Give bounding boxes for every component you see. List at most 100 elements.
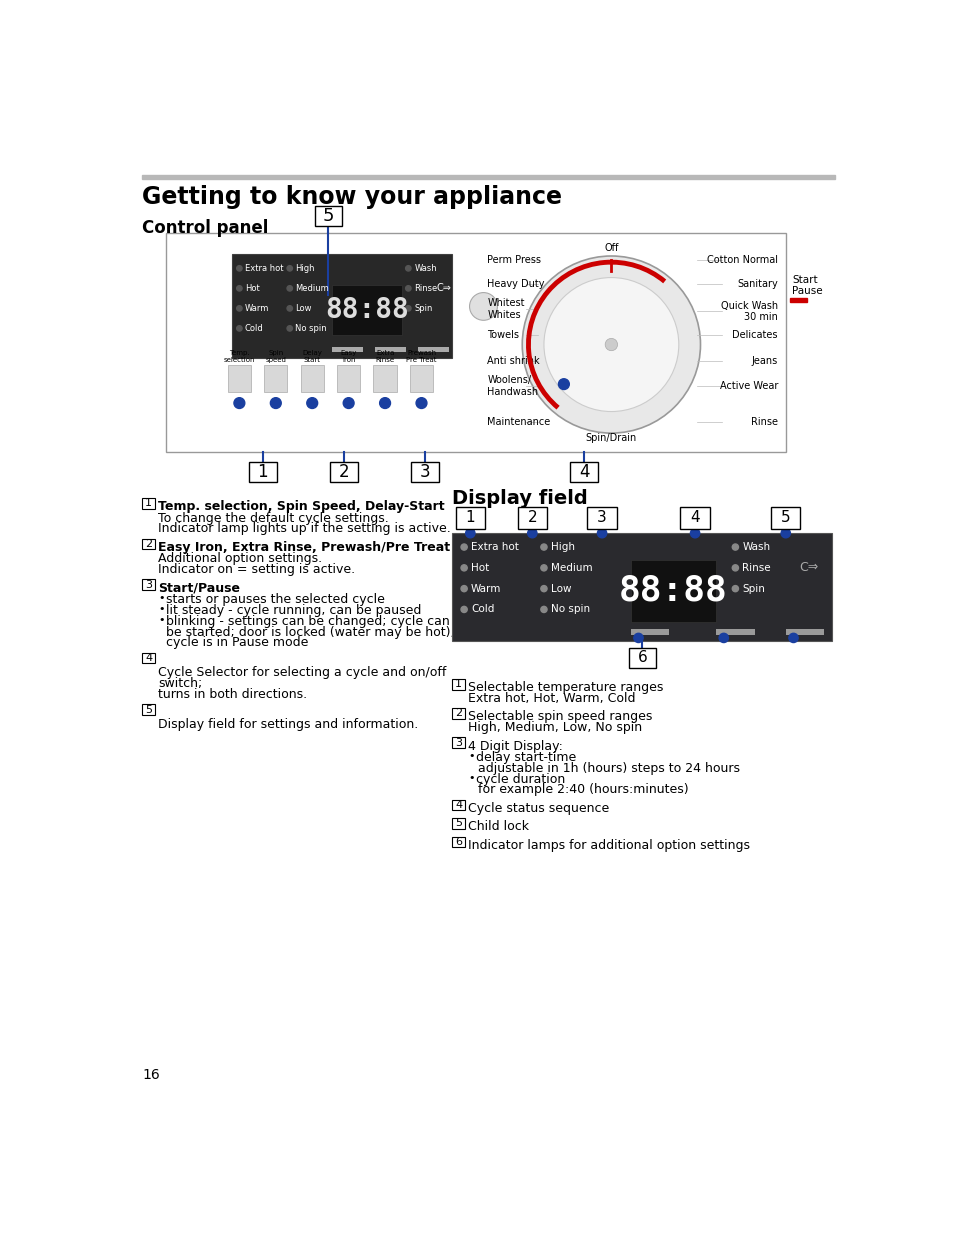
Circle shape: [597, 529, 606, 537]
Text: Indicator lamp lights up if the setting is active.: Indicator lamp lights up if the setting …: [158, 522, 450, 536]
Text: 88:88: 88:88: [618, 574, 727, 608]
Circle shape: [233, 398, 245, 409]
Circle shape: [521, 256, 700, 433]
Text: C⇒: C⇒: [436, 283, 452, 294]
Text: Indicator on = setting is active.: Indicator on = setting is active.: [158, 563, 355, 577]
Text: Heavy Duty: Heavy Duty: [487, 279, 544, 289]
Text: High, Medium, Low, No spin: High, Medium, Low, No spin: [468, 721, 641, 734]
Text: Temp. selection, Spin Speed, Delay-Start: Temp. selection, Spin Speed, Delay-Start: [158, 500, 444, 513]
Text: High: High: [294, 264, 314, 273]
Text: Cycle Selector for selecting a cycle and on/off: Cycle Selector for selecting a cycle and…: [158, 667, 446, 679]
Circle shape: [732, 564, 738, 571]
Text: Delicates: Delicates: [732, 330, 778, 341]
Circle shape: [460, 564, 467, 571]
Text: Extra hot, Hot, Warm, Cold: Extra hot, Hot, Warm, Cold: [468, 692, 635, 705]
Bar: [785, 629, 823, 635]
Bar: [452, 799, 464, 810]
Text: Display field for settings and information.: Display field for settings and informati…: [158, 718, 417, 731]
Text: Low: Low: [294, 304, 312, 312]
Bar: [452, 679, 464, 689]
Circle shape: [690, 529, 699, 537]
Text: Rinse: Rinse: [741, 563, 770, 573]
Bar: [452, 708, 464, 719]
Circle shape: [558, 379, 569, 389]
Circle shape: [460, 543, 467, 550]
Bar: [517, 508, 546, 529]
Text: Selectable spin speed ranges: Selectable spin speed ranges: [468, 710, 652, 724]
Bar: [142, 498, 154, 509]
Bar: [452, 737, 464, 748]
Circle shape: [307, 398, 317, 409]
Bar: [452, 818, 464, 829]
Text: •: •: [468, 751, 474, 761]
Bar: [166, 233, 785, 452]
Text: C⇒: C⇒: [799, 562, 818, 574]
Text: for example 2:40 (hours:minutes): for example 2:40 (hours:minutes): [477, 783, 688, 797]
Text: Medium: Medium: [294, 284, 329, 293]
Text: Indicator lamps for additional option settings: Indicator lamps for additional option se…: [468, 839, 749, 852]
Bar: [373, 364, 396, 391]
Text: Jeans: Jeans: [751, 357, 778, 367]
Text: •: •: [468, 773, 474, 783]
Text: Active Wear: Active Wear: [719, 382, 778, 391]
Text: Off: Off: [603, 243, 618, 253]
Circle shape: [719, 634, 728, 642]
Text: 88:88: 88:88: [325, 296, 409, 325]
Circle shape: [465, 529, 475, 537]
Text: starts or pauses the selected cycle: starts or pauses the selected cycle: [166, 593, 384, 606]
Text: Hot: Hot: [471, 563, 489, 573]
Circle shape: [236, 285, 242, 291]
Text: Perm Press: Perm Press: [487, 254, 540, 264]
Bar: [770, 508, 800, 529]
Text: Warm: Warm: [471, 584, 501, 594]
Bar: [790, 299, 806, 303]
Text: Whitest
Whites: Whitest Whites: [487, 299, 524, 320]
Circle shape: [287, 306, 293, 311]
Text: 4: 4: [455, 800, 462, 810]
Circle shape: [405, 285, 411, 291]
Circle shape: [379, 398, 390, 409]
Bar: [630, 629, 669, 635]
Text: turns in both directions.: turns in both directions.: [158, 688, 307, 701]
Text: 3: 3: [455, 737, 461, 747]
Text: Low: Low: [550, 584, 571, 594]
Text: Easy Iron, Extra Rinse, Prewash/Pre Treat: Easy Iron, Extra Rinse, Prewash/Pre Trea…: [158, 541, 450, 555]
Text: 3: 3: [597, 510, 606, 525]
Text: Warm: Warm: [245, 304, 269, 312]
Bar: [410, 364, 433, 391]
Bar: [264, 364, 287, 391]
Text: Cold: Cold: [471, 604, 494, 615]
Circle shape: [405, 306, 411, 311]
Text: 6: 6: [637, 651, 646, 666]
Text: Cold: Cold: [245, 324, 263, 333]
Bar: [142, 579, 154, 590]
Text: Maintenance: Maintenance: [487, 416, 550, 426]
Text: 5: 5: [145, 704, 152, 715]
Text: Spin: Spin: [415, 304, 433, 312]
Circle shape: [343, 398, 354, 409]
Text: Control panel: Control panel: [142, 219, 269, 237]
Text: Extra hot: Extra hot: [471, 542, 518, 552]
Text: Selectable temperature ranges: Selectable temperature ranges: [468, 680, 662, 694]
Circle shape: [236, 266, 242, 270]
Text: Cycle status sequence: Cycle status sequence: [468, 802, 609, 815]
Text: Spin/Drain: Spin/Drain: [585, 433, 637, 443]
Text: 4: 4: [690, 510, 700, 525]
Bar: [330, 462, 357, 482]
Text: Extra
Rinse: Extra Rinse: [375, 350, 395, 363]
Text: 5: 5: [322, 207, 334, 225]
Circle shape: [781, 529, 790, 537]
Text: Rinse: Rinse: [750, 416, 778, 426]
Text: adjustable in 1h (hours) steps to 24 hours: adjustable in 1h (hours) steps to 24 hou…: [477, 762, 740, 774]
Text: High: High: [550, 542, 575, 552]
Text: Easy
Iron: Easy Iron: [340, 350, 356, 363]
Text: 4: 4: [145, 653, 152, 663]
Circle shape: [469, 293, 497, 320]
Text: Extra hot: Extra hot: [245, 264, 283, 273]
Bar: [411, 462, 439, 482]
Text: 5: 5: [455, 819, 461, 829]
Circle shape: [236, 306, 242, 311]
Circle shape: [270, 398, 281, 409]
Text: 1: 1: [455, 679, 461, 689]
Bar: [456, 508, 484, 529]
